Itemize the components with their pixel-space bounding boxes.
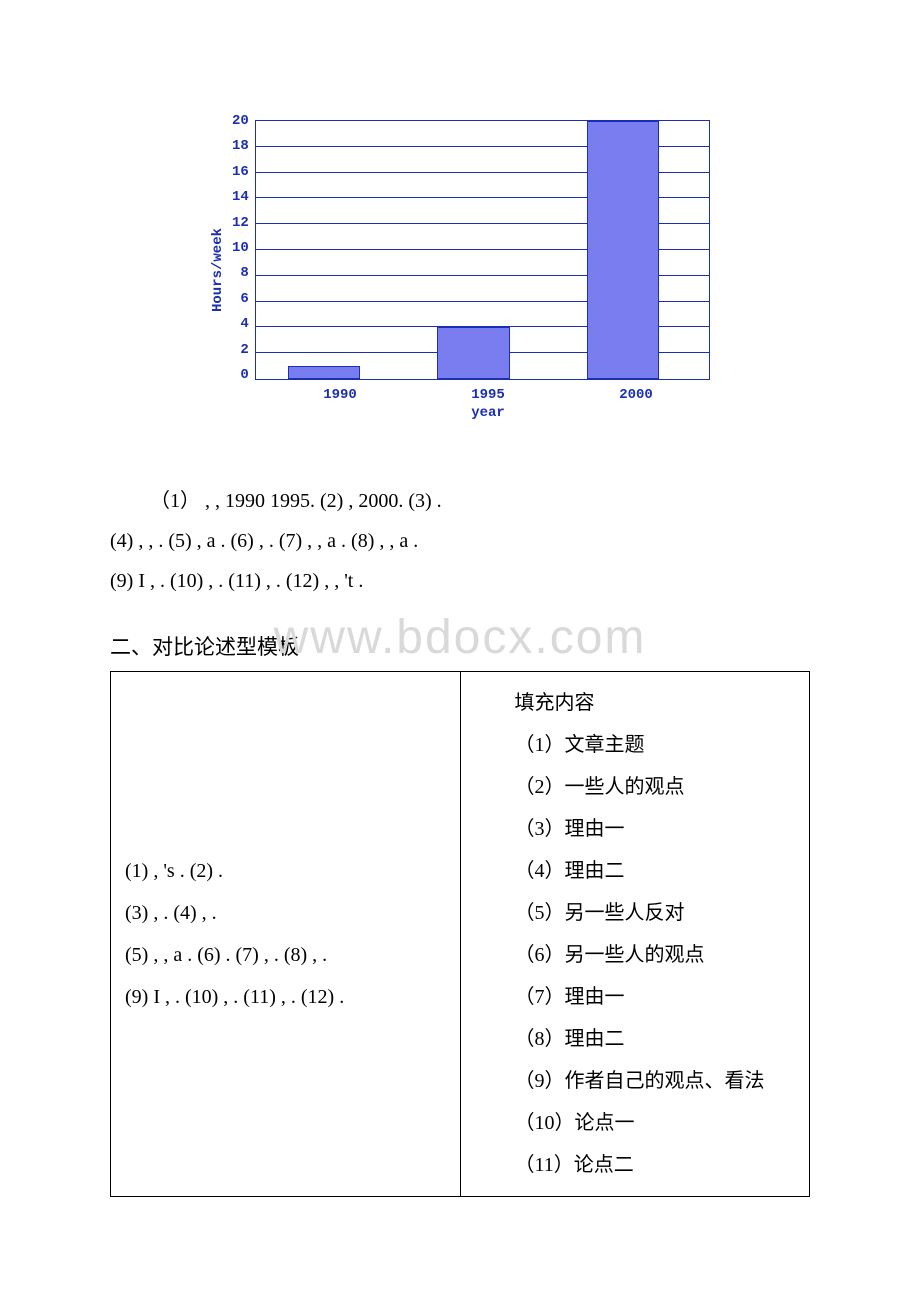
y-axis-label: Hours/week bbox=[210, 228, 226, 312]
ytick: 20 bbox=[232, 113, 249, 129]
left-row: (1) , 's . (2) . bbox=[125, 850, 446, 892]
xtick: 1995 bbox=[414, 387, 562, 403]
bar bbox=[288, 366, 361, 379]
ytick: 8 bbox=[232, 265, 249, 281]
plot-area bbox=[255, 120, 710, 380]
fill-item: （5）另一些人反对 bbox=[475, 892, 796, 934]
fill-item: （7）理由一 bbox=[475, 976, 796, 1018]
ytick: 10 bbox=[232, 240, 249, 256]
fill-item: （1）文章主题 bbox=[475, 724, 796, 766]
body-text: （1） , , 1990 1995. (2) , 2000. (3) . (4)… bbox=[110, 481, 810, 601]
left-row: (5) , , a . (6) . (7) , . (8) , . bbox=[125, 934, 446, 976]
ytick: 2 bbox=[232, 342, 249, 358]
chart-inner: 20 18 16 14 12 10 8 6 4 2 0 1990 1995 20… bbox=[232, 120, 710, 421]
fill-item: （6）另一些人的观点 bbox=[475, 934, 796, 976]
template-left-cell: (1) , 's . (2) . (3) , . (4) , . (5) , ,… bbox=[111, 672, 461, 1197]
bar bbox=[437, 327, 510, 379]
x-axis-label: year bbox=[266, 405, 710, 421]
x-ticks: 1990 1995 2000 bbox=[266, 387, 710, 403]
xtick: 1990 bbox=[266, 387, 414, 403]
fill-item: （10）论点一 bbox=[475, 1102, 796, 1144]
ytick: 16 bbox=[232, 164, 249, 180]
fill-item: （2）一些人的观点 bbox=[475, 766, 796, 808]
template-right-cell: 填充内容 （1）文章主题 （2）一些人的观点 （3）理由一 （4）理由二 （5）… bbox=[460, 672, 810, 1197]
body-line: (9) I , . (10) , . (11) , . (12) , , 't … bbox=[110, 561, 810, 601]
ytick: 14 bbox=[232, 189, 249, 205]
fill-item: （8）理由二 bbox=[475, 1018, 796, 1060]
section-heading: 二、对比论述型模板 bbox=[110, 631, 810, 661]
fill-item: （4）理由二 bbox=[475, 850, 796, 892]
body-line: (4) , , . (5) , a . (6) , . (7) , , a . … bbox=[110, 521, 810, 561]
ytick: 4 bbox=[232, 316, 249, 332]
y-ticks: 20 18 16 14 12 10 8 6 4 2 0 bbox=[232, 113, 255, 383]
ytick: 18 bbox=[232, 138, 249, 154]
template-table: (1) , 's . (2) . (3) , . (4) , . (5) , ,… bbox=[110, 671, 810, 1197]
left-row: (3) , . (4) , . bbox=[125, 892, 446, 934]
fill-header: 填充内容 bbox=[475, 682, 796, 724]
fill-item: （9）作者自己的观点、看法 bbox=[475, 1060, 796, 1102]
ytick: 6 bbox=[232, 291, 249, 307]
ytick: 0 bbox=[232, 367, 249, 383]
left-row: (9) I , . (10) , . (11) , . (12) . bbox=[125, 976, 446, 1018]
page: Hours/week 20 18 16 14 12 10 8 6 4 2 0 bbox=[0, 0, 920, 1257]
ytick: 12 bbox=[232, 215, 249, 231]
bar bbox=[587, 121, 660, 379]
body-line: （1） , , 1990 1995. (2) , 2000. (3) . bbox=[110, 481, 810, 521]
fill-item: （3）理由一 bbox=[475, 808, 796, 850]
fill-item: （11）论点二 bbox=[475, 1144, 796, 1186]
hours-chart: Hours/week 20 18 16 14 12 10 8 6 4 2 0 bbox=[210, 120, 710, 421]
xtick: 2000 bbox=[562, 387, 710, 403]
